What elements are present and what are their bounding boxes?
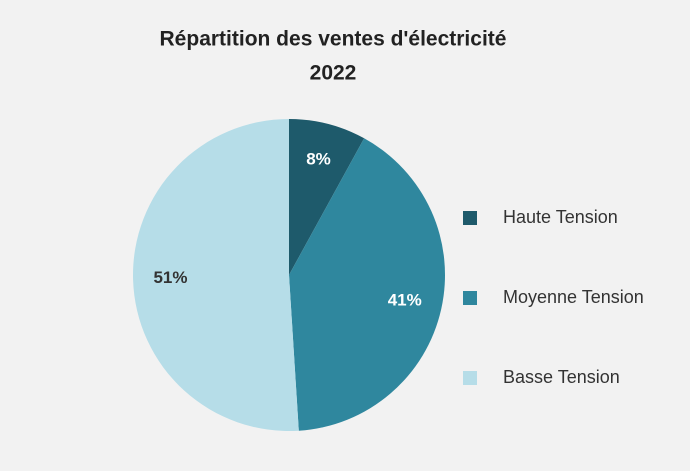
legend-swatch bbox=[463, 291, 477, 305]
legend-swatch bbox=[463, 371, 477, 385]
data-label: 41% bbox=[388, 290, 422, 309]
chart-title: Répartition des ventes d'électricité bbox=[160, 28, 507, 51]
legend-swatch bbox=[463, 211, 477, 225]
pie-slice bbox=[289, 138, 446, 431]
legend-label: Haute Tension bbox=[503, 207, 618, 227]
legend-label: Moyenne Tension bbox=[503, 287, 644, 307]
pie-slice bbox=[289, 119, 365, 275]
data-label: 51% bbox=[153, 268, 187, 287]
chart-title: 2022 bbox=[310, 62, 357, 85]
legend-label: Basse Tension bbox=[503, 367, 620, 387]
pie-slice bbox=[133, 119, 299, 431]
data-label: 8% bbox=[306, 150, 331, 169]
